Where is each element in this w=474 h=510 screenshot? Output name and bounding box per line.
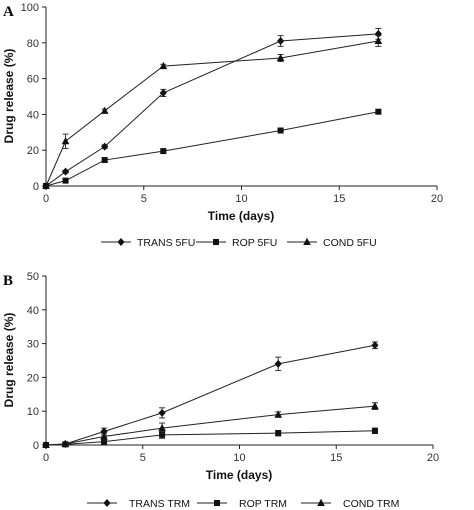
y-tick-label: 20	[27, 372, 39, 384]
y-tick-label: 40	[27, 109, 39, 121]
data-point-rop-trm	[275, 430, 282, 437]
data-point-cond-trm	[100, 432, 108, 440]
data-point-rop-5fu	[375, 108, 382, 115]
x-tick-label: 0	[43, 452, 49, 464]
x-tick-label: 10	[235, 193, 247, 205]
data-point-cond-5fu	[42, 181, 50, 189]
y-tick-label: 30	[27, 339, 39, 351]
legend-label-trans-trm: TRANS TRM	[129, 498, 190, 510]
y-tick-label: 60	[27, 74, 39, 86]
y-tick-label: 0	[33, 440, 39, 452]
y-tick-label: 80	[27, 38, 39, 50]
x-tick-label: 15	[333, 193, 345, 205]
data-point-rop-trm	[371, 427, 378, 434]
data-point-cond-trm	[371, 401, 379, 410]
legend-label-cond-trm: COND TRM	[343, 498, 399, 510]
panel-label: B	[3, 273, 13, 289]
data-point-trans-5fu	[374, 29, 382, 38]
data-point-cond-5fu	[374, 36, 383, 45]
panel-label: A	[3, 4, 14, 20]
legend-label-rop-trm: ROP TRM	[239, 498, 287, 510]
series-line-cond-5fu	[45, 40, 379, 187]
legend-label-rop-5fu: ROP 5FU	[232, 237, 277, 249]
x-tick-label: 20	[427, 452, 439, 464]
legend-marker-rop-5fu	[213, 239, 219, 245]
x-tick-label: 5	[140, 452, 146, 464]
legend-label-cond-5fu: COND 5FU	[323, 237, 377, 249]
legend-marker-cond-5fu	[303, 237, 311, 245]
x-tick-label: 10	[233, 452, 245, 464]
legend-marker-trans-trm	[103, 499, 111, 507]
data-point-rop-5fu	[160, 148, 167, 155]
x-axis-title: Time (days)	[206, 468, 272, 482]
x-tick-label: 0	[43, 193, 49, 205]
data-point-cond-5fu	[100, 106, 109, 114]
data-point-cond-5fu	[61, 137, 70, 145]
legend-label-trans-5fu: TRANS 5FU	[137, 237, 195, 249]
data-point-rop-trm	[159, 431, 166, 438]
data-point-rop-5fu	[62, 177, 69, 184]
data-point-cond-trm	[158, 423, 166, 432]
data-point-trans-trm	[158, 408, 166, 417]
series-line-trans-5fu	[45, 33, 379, 187]
series-line-rop-5fu	[45, 111, 379, 187]
y-tick-label: 0	[33, 181, 39, 193]
y-tick-label: 10	[27, 406, 39, 418]
data-point-rop-5fu	[277, 127, 284, 134]
y-tick-label: 20	[27, 145, 39, 157]
data-point-trans-5fu	[61, 167, 70, 176]
data-point-cond-trm	[274, 410, 282, 418]
data-point-trans-5fu	[277, 37, 285, 46]
data-point-cond-5fu	[276, 53, 285, 62]
series-line-trans-trm	[45, 344, 376, 446]
data-point-cond-trm	[61, 439, 70, 447]
data-point-trans-trm	[274, 359, 282, 368]
y-axis-title: Drug release (%)	[2, 49, 16, 144]
x-axis-title: Time (days)	[208, 209, 274, 223]
data-point-rop-5fu	[101, 157, 108, 164]
data-point-rop-trm	[101, 438, 108, 445]
y-tick-label: 100	[21, 2, 39, 14]
data-point-trans-5fu	[101, 142, 109, 151]
legend-marker-trans-5fu	[117, 238, 125, 246]
data-point-cond-5fu	[159, 61, 168, 70]
data-point-cond-trm	[42, 440, 50, 448]
y-axis-title: Drug release (%)	[2, 313, 16, 408]
x-tick-label: 20	[431, 193, 443, 205]
y-tick-label: 40	[27, 305, 39, 317]
y-tick-label: 50	[27, 271, 39, 283]
legend-marker-cond-trm	[317, 498, 325, 506]
x-tick-label: 15	[330, 452, 342, 464]
series-line-cond-trm	[45, 405, 375, 446]
x-tick-label: 5	[141, 193, 147, 205]
data-point-trans-trm	[371, 341, 379, 350]
data-point-trans-5fu	[159, 88, 167, 97]
legend-marker-rop-trm	[214, 500, 220, 506]
